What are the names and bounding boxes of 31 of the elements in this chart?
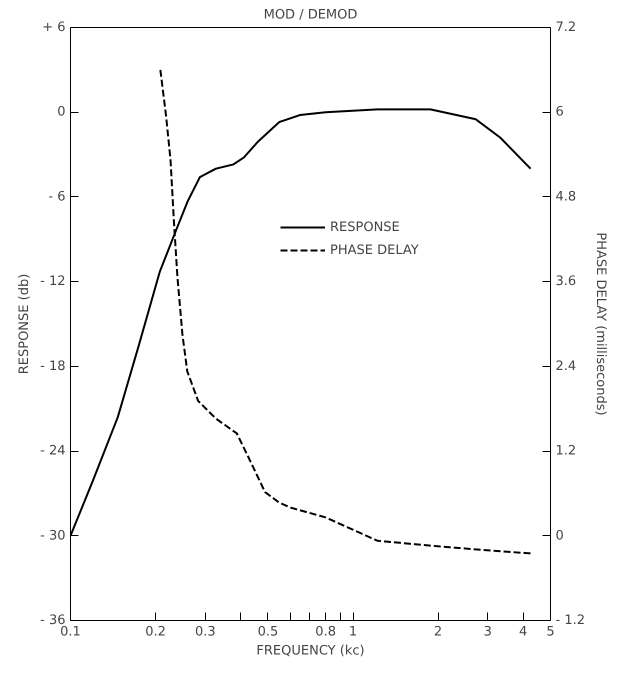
- x-tick-label: 5: [546, 624, 555, 640]
- x-tick-label: 0.3: [194, 624, 216, 640]
- x-tick-label: 0.5: [258, 624, 278, 640]
- y-tick-label: + 6: [42, 20, 66, 35]
- x-tick-label: 4: [518, 624, 528, 640]
- x-tick-label: 3: [484, 624, 492, 640]
- y2-tick-label: 6: [556, 104, 564, 120]
- y2-tick-label: - 1.2: [556, 613, 585, 628]
- legend-label: RESPONSE: [330, 220, 400, 234]
- y-tick-label: - 12: [40, 274, 66, 290]
- y-tick-label: - 6: [48, 189, 66, 204]
- y2-tick-label: 7.2: [556, 20, 576, 35]
- y-tick-label: - 24: [40, 444, 66, 459]
- y-axis-title: RESPONSE (db): [17, 274, 32, 374]
- x-tick-label: 0.8: [315, 624, 336, 640]
- y-tick-label: - 18: [40, 358, 66, 374]
- x-tick-label: 2: [434, 624, 442, 640]
- x-axis-title: FREQUENCY (kc): [256, 644, 365, 658]
- y2-tick-label: 0: [556, 528, 564, 544]
- legend-label: PHASE DELAY: [330, 242, 419, 258]
- y2-axis-title: PHASE DELAY (milliseconds): [593, 232, 608, 416]
- y2-tick-label: 2.4: [556, 358, 576, 374]
- y2-tick-label: 4.8: [556, 189, 576, 204]
- y-tick-label: 0: [57, 104, 66, 120]
- y2-tick-label: 1.2: [556, 444, 576, 459]
- x-tick-label: 1: [348, 624, 358, 640]
- x-tick-label: 0.2: [145, 624, 166, 640]
- y-tick-label: - 30: [40, 528, 66, 544]
- y2-tick-label: 3.6: [556, 274, 576, 290]
- chart-title: MOD / DEMOD: [264, 8, 358, 22]
- x-tick-label: 0.1: [60, 624, 81, 640]
